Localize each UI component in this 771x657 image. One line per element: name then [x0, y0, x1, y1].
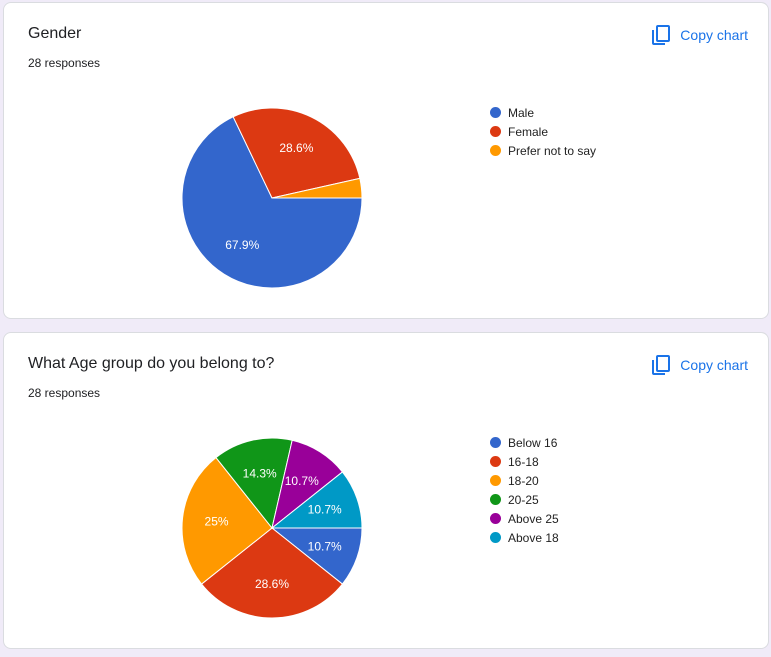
gender-pie-chart: 67.9% 28.6% — [181, 107, 363, 289]
response-count: 28 responses — [28, 386, 101, 400]
pie-slice-male[interactable] — [181, 116, 363, 289]
question-title: Gender — [28, 25, 82, 42]
legend-item: Female — [490, 122, 596, 141]
legend-swatch — [490, 532, 501, 543]
legend-swatch — [490, 107, 501, 118]
legend-item: Above 18 — [490, 528, 559, 547]
legend-label: Male — [508, 105, 535, 120]
legend-label: Below 16 — [508, 435, 558, 450]
legend-label: 16-18 — [508, 454, 539, 469]
legend-item: Below 16 — [490, 433, 559, 452]
legend-swatch — [490, 126, 501, 137]
pie-slice-prefer-not-to-say[interactable] — [271, 177, 363, 199]
pie-slice-20-25[interactable] — [215, 437, 293, 530]
legend-item: 20-25 — [490, 490, 559, 509]
question-title: What Age group do you belong to? — [28, 355, 275, 372]
slice-label: 25% — [205, 515, 229, 529]
gender-legend: Male Female Prefer not to say — [490, 103, 596, 160]
legend-item: 18-20 — [490, 471, 559, 490]
response-count: 28 responses — [28, 56, 101, 70]
slice-label: 10.7% — [285, 474, 319, 488]
slice-label: 10.7% — [308, 539, 342, 553]
slice-label: 28.6% — [279, 141, 313, 155]
age-group-pie-chart: 10.7% 28.6% 25% 14.3% 10.7% 10.7% — [181, 437, 363, 619]
copy-chart-label: Copy chart — [680, 357, 748, 373]
legend-swatch — [490, 494, 501, 505]
legend-swatch — [490, 456, 501, 467]
slice-label: 67.9% — [225, 238, 259, 252]
slice-label: 10.7% — [308, 503, 342, 517]
legend-label: 18-20 — [508, 473, 539, 488]
legend-label: 20-25 — [508, 492, 539, 507]
copy-chart-button[interactable]: Copy chart — [652, 351, 748, 379]
question-card-gender: Gender 28 responses Copy chart 67.9% 28.6… — [3, 2, 769, 319]
age-group-legend: Below 16 16-18 18-20 20-25 Above 25 Above 18 — [490, 433, 559, 547]
legend-swatch — [490, 437, 501, 448]
pie-slice-18-20[interactable] — [181, 456, 273, 585]
pie-slice-16-18[interactable] — [200, 527, 344, 619]
legend-item: 16-18 — [490, 452, 559, 471]
legend-label: Above 25 — [508, 511, 559, 526]
copy-chart-button[interactable]: Copy chart — [652, 21, 748, 49]
copy-icon — [652, 355, 671, 375]
legend-item: Above 25 — [490, 509, 559, 528]
slice-label: 28.6% — [255, 577, 289, 591]
legend-item: Prefer not to say — [490, 141, 596, 160]
legend-swatch — [490, 475, 501, 486]
legend-label: Prefer not to say — [508, 143, 597, 158]
copy-icon — [652, 25, 671, 45]
pie-slice-above-18[interactable] — [270, 471, 363, 529]
legend-swatch — [490, 145, 501, 156]
legend-label: Female — [508, 124, 549, 139]
slice-label: 14.3% — [243, 467, 277, 481]
legend-label: Above 18 — [508, 530, 559, 545]
pie-slice-female[interactable] — [232, 107, 361, 199]
copy-chart-label: Copy chart — [680, 27, 748, 43]
question-card-age-group: What Age group do you belong to? 28 resp… — [3, 332, 769, 649]
legend-swatch — [490, 513, 501, 524]
legend-item: Male — [490, 103, 596, 122]
